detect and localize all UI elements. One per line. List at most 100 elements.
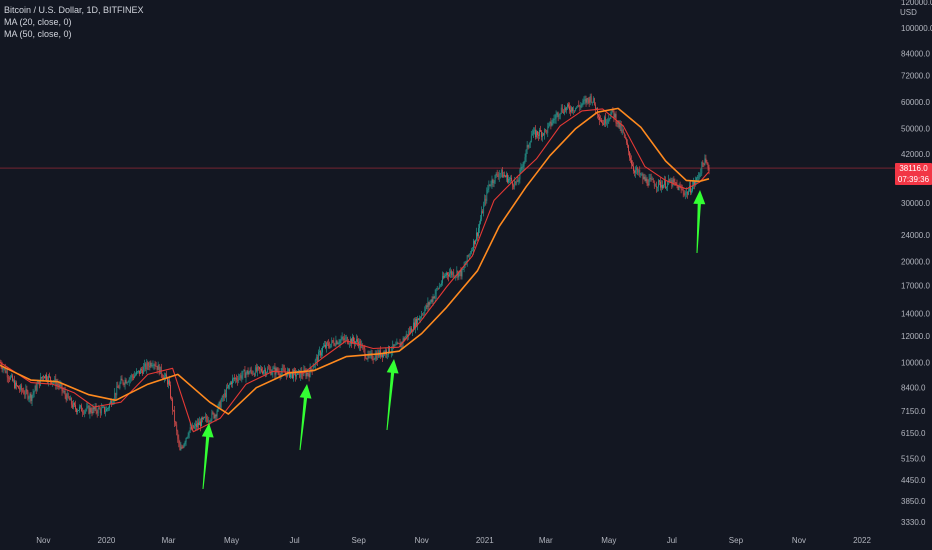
candle-body xyxy=(131,375,133,377)
candle xyxy=(64,386,66,399)
candle-body xyxy=(79,406,80,411)
candle-body xyxy=(100,407,102,414)
candle-body xyxy=(513,185,515,187)
candle xyxy=(232,374,233,388)
candle-body xyxy=(649,177,651,179)
candle-body xyxy=(449,273,450,277)
ma20-legend[interactable]: MA (20, close, 0) xyxy=(4,17,72,27)
candle-body xyxy=(631,160,632,165)
candle xyxy=(335,335,337,348)
candle-body xyxy=(629,151,630,158)
candle xyxy=(137,370,138,374)
candle xyxy=(650,173,652,182)
candle-body xyxy=(197,422,198,427)
candle-body xyxy=(634,170,635,173)
candle-body xyxy=(36,384,38,391)
candle xyxy=(620,120,622,134)
candle-body xyxy=(4,367,6,373)
candle xyxy=(338,338,340,346)
candle xyxy=(623,132,625,139)
candle xyxy=(122,379,124,386)
candle-body xyxy=(645,178,647,181)
candle-body xyxy=(146,362,148,370)
candle xyxy=(486,187,488,204)
candle-body xyxy=(531,134,533,136)
candle xyxy=(588,96,590,107)
candle-body xyxy=(346,337,348,344)
candle xyxy=(260,365,261,374)
candle xyxy=(667,180,669,192)
candle-body xyxy=(434,293,436,299)
candle xyxy=(170,381,171,400)
candle-body xyxy=(172,398,173,410)
candle-body xyxy=(317,351,319,362)
candle-body xyxy=(334,344,336,346)
candle xyxy=(552,118,554,126)
candle-body xyxy=(354,341,355,344)
candle xyxy=(449,268,450,278)
candle-body xyxy=(682,189,684,193)
candle xyxy=(511,174,512,182)
candle-body xyxy=(535,129,536,138)
candle xyxy=(572,107,573,114)
candle-body xyxy=(398,343,400,345)
candle-body xyxy=(288,369,289,371)
candle xyxy=(13,378,14,383)
candle-body xyxy=(80,405,81,407)
candle xyxy=(75,400,76,412)
candle xyxy=(680,184,682,194)
candle xyxy=(470,247,472,255)
ma50-legend[interactable]: MA (50, close, 0) xyxy=(4,29,72,39)
candle xyxy=(651,176,653,181)
candle-body xyxy=(82,411,84,413)
candle-body xyxy=(114,392,116,400)
candle-body xyxy=(638,170,640,173)
candle-body xyxy=(91,411,93,414)
candle xyxy=(684,190,686,200)
symbol-title[interactable]: Bitcoin / U.S. Dollar, 1D, BITFINEX xyxy=(4,5,144,15)
candle-body xyxy=(77,410,78,412)
candle xyxy=(494,174,496,185)
candle xyxy=(317,349,319,362)
candle xyxy=(491,175,493,190)
candle-body xyxy=(489,184,491,186)
candle xyxy=(592,96,594,103)
candle xyxy=(544,128,546,140)
current-price-tag: 38116.0 07:39:36 xyxy=(895,163,932,185)
candle xyxy=(118,384,120,389)
candle xyxy=(547,122,549,138)
candle xyxy=(24,390,26,399)
candle xyxy=(431,296,433,304)
candle-body xyxy=(261,368,262,372)
candle xyxy=(424,306,426,316)
candle xyxy=(39,372,41,387)
candle-body xyxy=(475,239,476,245)
candle xyxy=(231,380,232,388)
candle xyxy=(124,377,126,390)
candle-body xyxy=(647,184,649,186)
candle-body xyxy=(78,410,79,411)
price-axis[interactable]: 120000.0 100000.0 84000.0 72000.0 60000.0 500… xyxy=(901,0,932,527)
candle xyxy=(634,169,635,177)
candle xyxy=(117,381,119,388)
candle xyxy=(303,365,305,377)
candle-body xyxy=(418,318,419,321)
candle-body xyxy=(56,383,58,387)
candle-body xyxy=(367,353,369,359)
candle-body xyxy=(247,370,249,375)
candle-body xyxy=(243,369,245,371)
time-axis[interactable]: Nov 2020 Mar May Jul Sep Nov 2021 Mar May Jul Sep No… xyxy=(36,536,871,545)
candle-body xyxy=(705,158,707,163)
candle-body xyxy=(126,382,128,384)
candle xyxy=(61,384,63,396)
candle-body xyxy=(7,377,9,379)
price-tick-label: 10000.0 xyxy=(901,358,930,367)
candle-body xyxy=(456,271,458,276)
candle-body xyxy=(85,409,87,411)
candle xyxy=(363,345,365,353)
candle-body xyxy=(681,189,683,190)
ma20-line xyxy=(0,108,710,433)
candle xyxy=(541,129,542,141)
candle xyxy=(0,360,2,369)
